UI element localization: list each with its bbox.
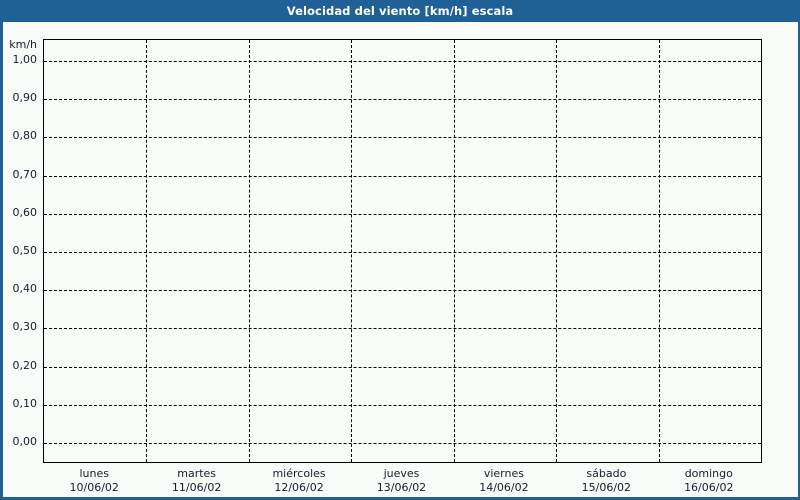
x-axis-date-label: 11/06/02	[171, 481, 222, 494]
y-axis-tick-label: 0,10	[12, 396, 38, 410]
x-axis-tick-group: domingo 16/06/02	[658, 467, 760, 495]
y-axis-tick-label: 0,70	[12, 167, 38, 181]
gridline-vertical	[454, 40, 455, 462]
x-axis-tick-group: miércoles 12/06/02	[248, 467, 350, 495]
x-axis-day-label: lunes	[79, 467, 109, 480]
y-axis-tick-label: 0,60	[12, 205, 38, 219]
gridline-horizontal	[44, 252, 761, 253]
gridline-vertical	[249, 40, 250, 462]
y-axis-tick-label: 1,00	[12, 53, 38, 66]
y-axis-tick-label: 0,30	[12, 320, 38, 334]
x-axis-tick-group: jueves 13/06/02	[350, 467, 452, 495]
x-axis-date-label: 14/06/02	[479, 481, 529, 494]
x-axis-date-label: 16/06/02	[684, 481, 734, 494]
window-title-bar: Velocidad del viento [km/h] escala	[0, 0, 800, 22]
gridline-horizontal	[44, 404, 761, 406]
x-axis-tick-group: sábado 15/06/02	[555, 467, 657, 495]
gridline-vertical	[659, 40, 660, 462]
x-axis-date-label: 15/06/02	[581, 481, 632, 494]
x-axis-day-label: domingo	[684, 467, 733, 480]
gridline-horizontal	[44, 366, 761, 368]
gridline-horizontal	[44, 328, 761, 330]
x-axis-tick-group: lunes 10/06/02	[43, 467, 145, 495]
y-axis-tick-label: 0,90	[12, 91, 38, 105]
gridline-horizontal	[44, 99, 761, 101]
y-axis-tick-label: 0,80	[12, 129, 38, 143]
gridline-horizontal	[44, 137, 761, 139]
y-axis-unit-label: km/h	[9, 38, 37, 51]
gridline-horizontal	[44, 213, 761, 215]
x-axis-day-label: sábado	[586, 467, 627, 480]
gridline-horizontal	[44, 443, 761, 444]
gridline-horizontal	[44, 61, 761, 62]
x-axis-day-label: viernes	[483, 467, 524, 480]
y-axis-tick-label: 0,40	[12, 282, 38, 296]
x-axis-day-label: jueves	[383, 467, 420, 480]
x-axis-day-label: martes	[177, 467, 217, 480]
x-axis-date-label: 10/06/02	[69, 481, 119, 494]
gridline-vertical	[351, 40, 352, 462]
x-axis-date-label: 13/06/02	[376, 481, 427, 494]
gridline-horizontal	[44, 290, 761, 292]
plot-area	[43, 39, 762, 463]
gridline-horizontal	[44, 175, 761, 177]
x-axis-day-label: miércoles	[272, 467, 326, 480]
y-axis-tick-label: 0,50	[12, 244, 38, 257]
gridline-vertical	[146, 40, 147, 462]
gridline-vertical	[556, 40, 557, 462]
x-axis-date-label: 12/06/02	[274, 481, 324, 494]
y-axis-tick-label: 0,00	[12, 435, 38, 448]
y-axis-tick-label: 0,20	[12, 358, 38, 372]
x-axis-tick-group: viernes 14/06/02	[453, 467, 555, 495]
x-axis-tick-group: martes 11/06/02	[145, 467, 247, 495]
